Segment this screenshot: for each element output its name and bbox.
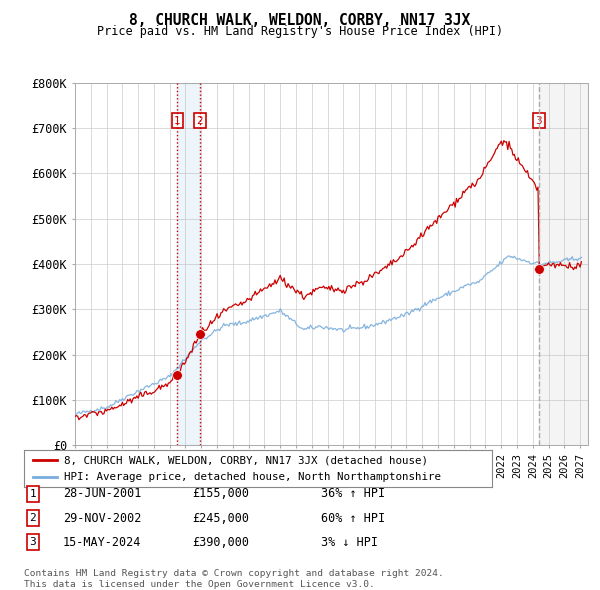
Text: 2: 2: [29, 513, 37, 523]
Text: £390,000: £390,000: [192, 536, 249, 549]
Text: 36% ↑ HPI: 36% ↑ HPI: [321, 487, 385, 500]
Text: 15-MAY-2024: 15-MAY-2024: [63, 536, 142, 549]
Text: This data is licensed under the Open Government Licence v3.0.: This data is licensed under the Open Gov…: [24, 579, 375, 589]
Bar: [178, 83, 200, 445]
Text: 3: 3: [29, 537, 37, 547]
Text: £245,000: £245,000: [192, 512, 249, 525]
Text: 3: 3: [535, 116, 542, 126]
Text: Price paid vs. HM Land Registry's House Price Index (HPI): Price paid vs. HM Land Registry's House …: [97, 25, 503, 38]
Text: 8, CHURCH WALK, WELDON, CORBY, NN17 3JX: 8, CHURCH WALK, WELDON, CORBY, NN17 3JX: [130, 13, 470, 28]
Text: 1: 1: [29, 489, 37, 499]
Text: 29-NOV-2002: 29-NOV-2002: [63, 512, 142, 525]
Text: 28-JUN-2001: 28-JUN-2001: [63, 487, 142, 500]
Text: HPI: Average price, detached house, North Northamptonshire: HPI: Average price, detached house, Nort…: [64, 472, 441, 482]
Text: 8, CHURCH WALK, WELDON, CORBY, NN17 3JX (detached house): 8, CHURCH WALK, WELDON, CORBY, NN17 3JX …: [64, 455, 428, 465]
Bar: [539, 83, 588, 445]
Text: 1: 1: [174, 116, 181, 126]
Text: Contains HM Land Registry data © Crown copyright and database right 2024.: Contains HM Land Registry data © Crown c…: [24, 569, 444, 578]
Text: 60% ↑ HPI: 60% ↑ HPI: [321, 512, 385, 525]
Text: 3% ↓ HPI: 3% ↓ HPI: [321, 536, 378, 549]
Text: £155,000: £155,000: [192, 487, 249, 500]
Text: 2: 2: [197, 116, 203, 126]
